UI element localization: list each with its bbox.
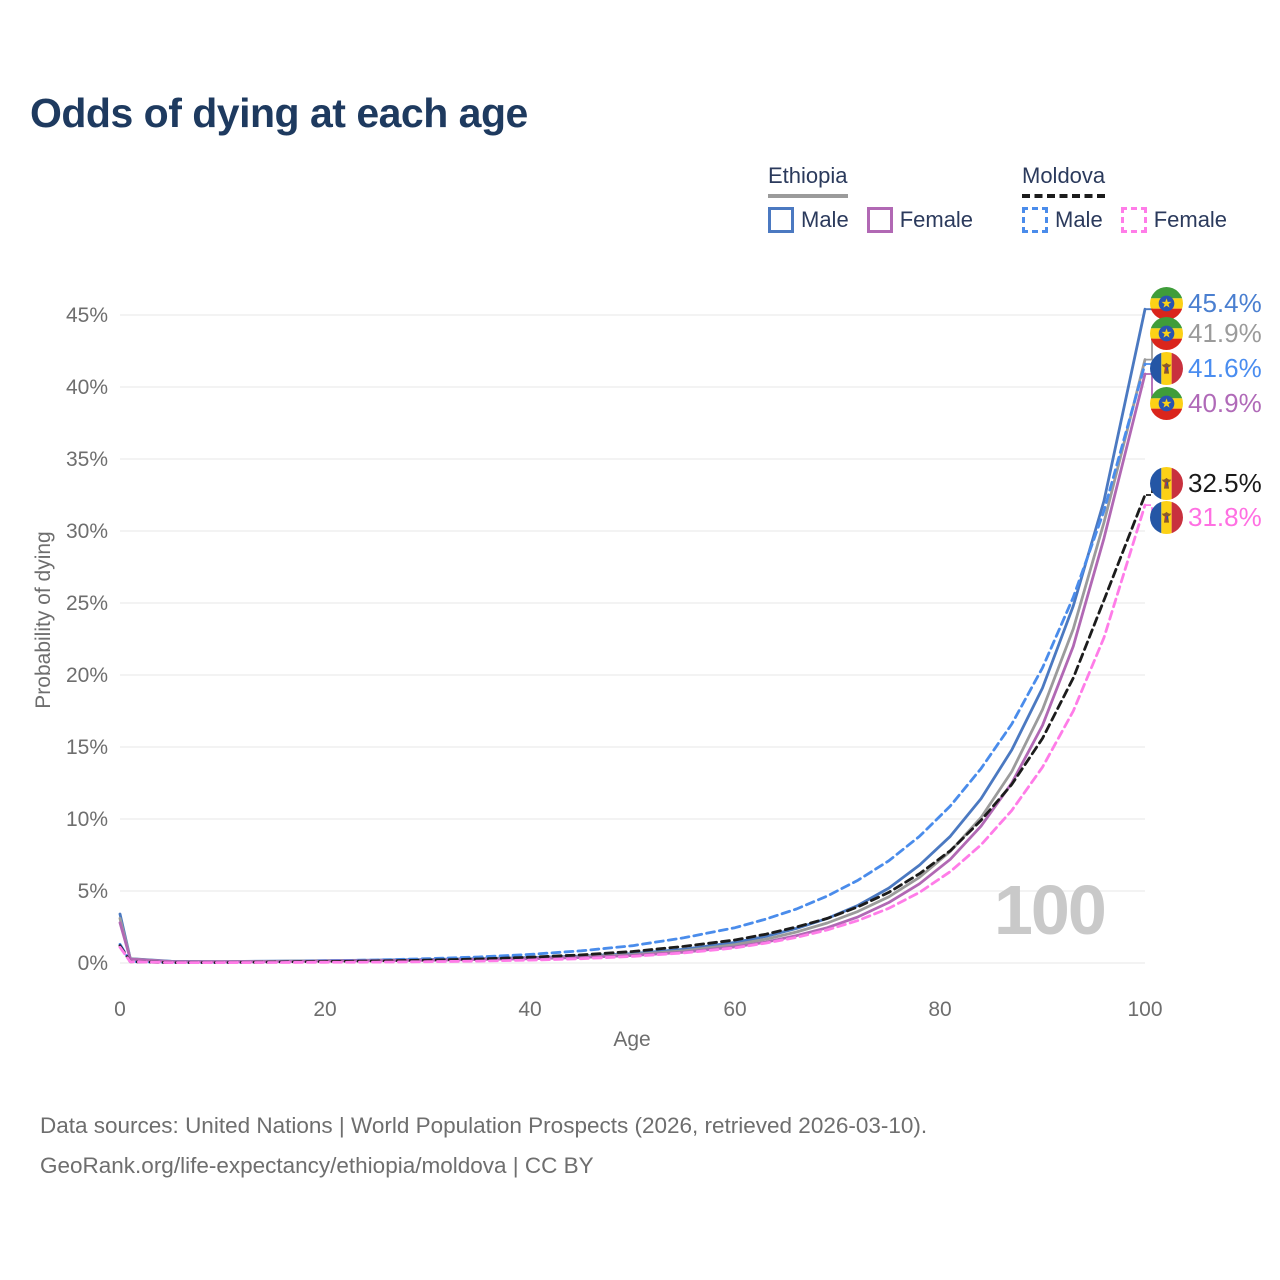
legend-country-moldova[interactable]: Moldova bbox=[1022, 163, 1106, 198]
ethiopia-flag-icon bbox=[1150, 287, 1183, 320]
x-tick-label: 20 bbox=[313, 998, 336, 1021]
moldova-flag-icon bbox=[1150, 352, 1183, 385]
x-tick-label: 60 bbox=[723, 998, 746, 1021]
y-tick-label: 5% bbox=[78, 880, 108, 903]
legend-item-label: Male bbox=[801, 207, 849, 232]
end-label-value: 45.4% bbox=[1188, 287, 1262, 318]
page-title: Odds of dying at each age bbox=[30, 90, 528, 136]
legend-item-label: Male bbox=[1055, 207, 1103, 232]
y-tick-label: 10% bbox=[66, 808, 108, 831]
y-tick-label: 0% bbox=[78, 952, 108, 975]
legend-items-moldova: Male Female bbox=[1022, 207, 1227, 233]
footer: Data sources: United Nations | World Pop… bbox=[40, 1106, 927, 1186]
end-label-ethiopia-male: 45.4% bbox=[1150, 286, 1262, 320]
end-label-moldova-both: 32.5% bbox=[1150, 466, 1262, 500]
end-label-value: 41.9% bbox=[1188, 317, 1262, 348]
series-line-ethiopia-both bbox=[118, 358, 1147, 964]
legend-item-ethiopia-female[interactable]: Female bbox=[866, 207, 974, 233]
moldova-flag-icon bbox=[1150, 501, 1183, 534]
x-tick-label: 100 bbox=[1127, 998, 1162, 1021]
attribution-line: GeoRank.org/life-expectancy/ethiopia/mol… bbox=[40, 1153, 594, 1178]
end-label-value: 41.6% bbox=[1188, 352, 1262, 383]
legend-country-ethiopia[interactable]: Ethiopia bbox=[768, 163, 848, 198]
series-line-moldova-both bbox=[118, 493, 1147, 964]
x-tick-label: 0 bbox=[114, 998, 126, 1021]
legend-group-moldova: Moldova Male Female bbox=[1022, 163, 1227, 233]
y-tick-label: 35% bbox=[66, 448, 108, 471]
y-axis-title: Probability of dying bbox=[32, 531, 55, 709]
moldova-female-swatch-icon bbox=[1120, 207, 1147, 233]
legend-items-ethiopia: Male Female bbox=[768, 207, 973, 233]
x-tick-label: 80 bbox=[928, 998, 951, 1021]
legend-item-ethiopia-male[interactable]: Male bbox=[768, 207, 849, 233]
legend-item-moldova-female[interactable]: Female bbox=[1120, 207, 1228, 233]
data-sources-line: Data sources: United Nations | World Pop… bbox=[40, 1113, 928, 1138]
age-counter-watermark: 100 bbox=[994, 871, 1107, 949]
series-line-ethiopia-male bbox=[118, 307, 1147, 963]
end-label-moldova-male: 41.6% bbox=[1150, 351, 1262, 385]
x-axis-title: Age bbox=[613, 1028, 651, 1051]
ethiopia-flag-icon bbox=[1150, 317, 1183, 350]
series-line-moldova-female bbox=[118, 503, 1147, 964]
legend-group-ethiopia: Ethiopia Male Female bbox=[768, 163, 973, 233]
y-tick-label: 30% bbox=[66, 520, 108, 543]
ethiopia-male-swatch-icon bbox=[768, 207, 794, 233]
y-tick-label: 25% bbox=[66, 592, 108, 615]
legend-item-moldova-male[interactable]: Male bbox=[1022, 207, 1103, 233]
end-label-ethiopia-female: 40.9% bbox=[1150, 386, 1262, 420]
series-line-moldova-male bbox=[118, 362, 1147, 964]
series-line-ethiopia-female bbox=[118, 372, 1147, 964]
y-tick-label: 40% bbox=[66, 376, 108, 399]
x-tick-label: 40 bbox=[518, 998, 541, 1021]
end-label-value: 32.5% bbox=[1188, 467, 1262, 498]
moldova-male-swatch-icon bbox=[1022, 207, 1048, 233]
end-label-ethiopia-both: 41.9% bbox=[1150, 316, 1262, 350]
moldova-flag-icon bbox=[1150, 467, 1183, 500]
end-label-value: 40.9% bbox=[1188, 387, 1262, 418]
legend-item-label: Female bbox=[899, 207, 974, 232]
end-label-moldova-female: 31.8% bbox=[1150, 500, 1262, 534]
legend-item-label: Female bbox=[1153, 207, 1228, 232]
y-tick-label: 15% bbox=[66, 736, 108, 759]
ethiopia-female-swatch-icon bbox=[866, 207, 893, 233]
y-tick-label: 20% bbox=[66, 664, 108, 687]
end-label-value: 31.8% bbox=[1188, 501, 1262, 532]
ethiopia-flag-icon bbox=[1150, 387, 1183, 420]
y-tick-label: 45% bbox=[66, 304, 108, 327]
